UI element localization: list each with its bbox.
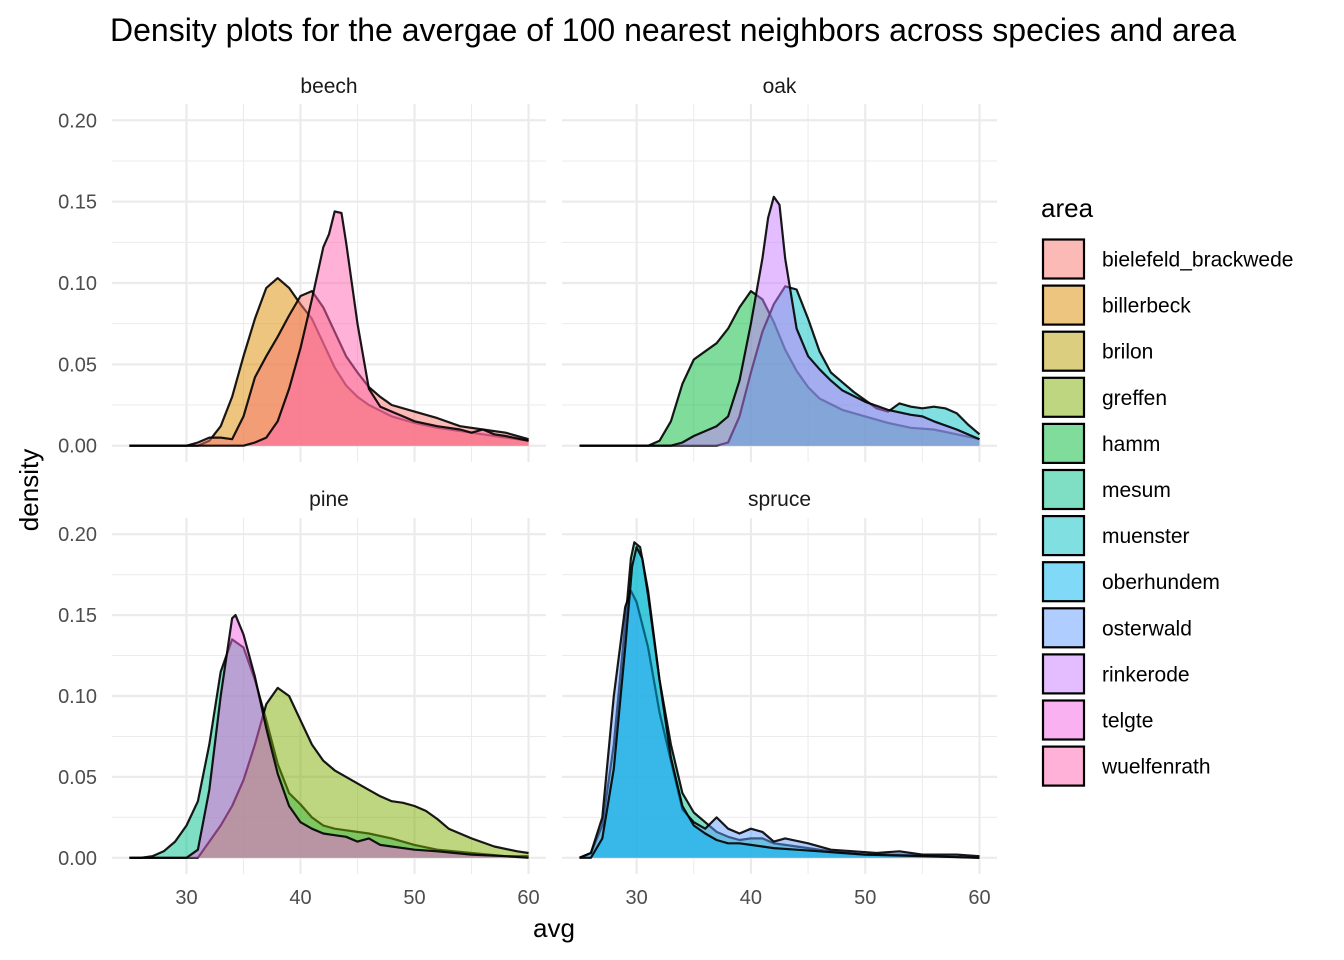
density-area-telgte [129,615,529,858]
x-tick-label: 30 [175,887,197,909]
facet-label: pine [309,488,349,511]
y-tick-label: 0.15 [58,192,97,214]
legend-label: billerbeck [1102,295,1191,318]
legend-label: telgte [1102,710,1153,733]
y-tick-label: 0.20 [58,110,97,132]
legend-swatch [1041,284,1086,326]
legend-item-rinkerode: rinkerode [1041,652,1190,695]
legend-swatch [1041,699,1086,741]
legend-label: greffen [1102,387,1167,410]
facet-label: oak [763,75,797,98]
density-area-wuelfenrath [129,211,529,446]
legend-label: brilon [1102,341,1153,364]
y-axis-label: density [14,449,44,531]
panel-pine: pine 0.00 0.05 0.10 0.15 0.20 30 40 50 60 [58,488,546,909]
density-line-rinkerode [579,195,980,447]
facet-label: beech [300,75,357,98]
x-tick-label: 40 [740,887,762,909]
density-line-telgte [129,614,529,859]
y-tick-label: 0.10 [58,686,97,708]
legend-title: area [1041,193,1094,223]
density-area-oberhundem [579,547,980,858]
x-tick-label: 50 [403,887,425,909]
legend-swatch [1041,376,1086,418]
legend-swatch [1041,330,1086,372]
legend-item-billerbeck: billerbeck [1041,284,1191,327]
legend-item-osterwald: osterwald [1041,606,1192,649]
x-tick-label: 60 [517,887,539,909]
legend-swatch [1041,653,1086,695]
legend: area bielefeld_brackwede billerbeck brilon… [1041,193,1293,788]
y-tick-label: 0.00 [58,848,97,870]
legend-label: rinkerode [1102,663,1190,686]
y-tick-label: 0.20 [58,524,97,546]
density-line-osterwald [579,589,980,859]
legend-label: hamm [1102,433,1160,456]
panel-beech: beech 0.00 0.05 0.10 0.15 0.20 [58,75,546,462]
y-tick-label: 0.15 [58,605,97,627]
legend-swatch [1041,238,1086,280]
legend-label: wuelfenrath [1101,756,1211,779]
panel-spruce: spruce 30 40 50 60 [562,488,997,909]
legend-swatch [1041,468,1086,511]
x-axis-label: avg [533,913,575,943]
density-line-wuelfenrath [129,210,529,447]
legend-swatch [1041,607,1086,649]
legend-swatch [1041,514,1086,557]
legend-item-greffen: greffen [1041,376,1167,419]
legend-item-hamm: hamm [1041,422,1160,465]
panel-oak: oak [562,75,997,462]
facet-label: spruce [748,488,811,511]
density-area-rinkerode [579,196,980,446]
y-tick-label: 0.10 [58,273,97,295]
facet-panels: beech 0.00 0.05 0.10 0.15 0.20 oak pine 0.00 0.05… [58,75,997,909]
legend-item-brilon: brilon [1041,330,1153,373]
x-tick-label: 50 [854,887,876,909]
y-tick-label: 0.00 [58,436,97,458]
legend-swatch [1041,422,1086,464]
legend-item-mesum: mesum [1041,468,1171,511]
legend-item-telgte: telgte [1041,699,1153,741]
y-tick-label: 0.05 [58,767,97,789]
legend-label: osterwald [1102,617,1192,640]
legend-label: muenster [1102,525,1190,548]
legend-label: mesum [1102,479,1171,502]
legend-item-bielefeld_brackwede: bielefeld_brackwede [1041,238,1293,280]
x-tick-label: 40 [289,887,311,909]
legend-swatch [1041,561,1086,603]
legend-label: bielefeld_brackwede [1102,249,1293,272]
chart-title: Density plots for the avergae of 100 nea… [110,12,1236,48]
legend-swatch [1041,745,1086,787]
legend-label: oberhundem [1102,571,1220,594]
legend-item-oberhundem: oberhundem [1041,560,1220,603]
legend-item-wuelfenrath: wuelfenrath [1041,745,1211,788]
x-tick-label: 30 [626,887,648,909]
x-tick-label: 60 [968,887,990,909]
y-tick-label: 0.05 [58,354,97,376]
density-line-oberhundem [579,546,980,859]
legend-item-muenster: muenster [1041,514,1190,557]
